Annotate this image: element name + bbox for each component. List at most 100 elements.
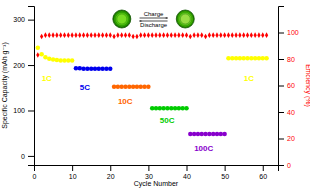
tick-mark xyxy=(278,139,284,140)
sphere xyxy=(176,10,194,28)
point xyxy=(231,32,234,38)
tick-label: 20 xyxy=(107,173,115,180)
series xyxy=(150,106,189,111)
point xyxy=(212,32,215,38)
tick: 30 xyxy=(145,165,153,180)
annotation: 1C xyxy=(42,74,52,83)
point xyxy=(90,32,93,38)
point xyxy=(146,85,151,90)
point xyxy=(59,32,62,38)
point xyxy=(36,52,39,58)
point xyxy=(222,132,227,137)
point xyxy=(234,32,237,38)
tick-label: 100 xyxy=(287,29,299,36)
point xyxy=(124,32,127,38)
point xyxy=(185,32,188,38)
point xyxy=(77,66,82,71)
point xyxy=(242,32,245,38)
tick-mark xyxy=(187,165,188,171)
tick-mark xyxy=(278,112,284,113)
point xyxy=(238,32,241,38)
tick-label: 0 xyxy=(287,162,291,169)
point xyxy=(250,32,253,38)
point xyxy=(120,32,123,38)
point xyxy=(51,57,56,62)
tick: 0 xyxy=(33,165,37,180)
point xyxy=(67,32,70,38)
tick: 0 xyxy=(21,153,34,160)
sphere xyxy=(114,11,130,27)
x-axis-line xyxy=(35,166,279,172)
series xyxy=(36,46,75,63)
arrow xyxy=(140,18,168,19)
tick-mark xyxy=(28,20,34,21)
point xyxy=(112,34,115,40)
series xyxy=(188,132,227,137)
tick-mark xyxy=(278,59,284,60)
tick-label: 30 xyxy=(145,173,153,180)
marks xyxy=(36,32,269,136)
tick-label: 0 xyxy=(33,173,37,180)
point xyxy=(246,32,249,38)
point xyxy=(196,32,199,38)
point xyxy=(139,32,142,38)
point xyxy=(55,58,60,63)
point xyxy=(128,32,131,38)
tick: 80 xyxy=(278,56,295,63)
point xyxy=(101,32,104,38)
annotation: Discharge xyxy=(140,22,168,28)
tick-mark xyxy=(72,165,73,171)
tick-label: 50 xyxy=(221,173,229,180)
point xyxy=(264,56,269,61)
point xyxy=(40,34,43,40)
tick-label: 10 xyxy=(69,173,77,180)
point xyxy=(78,32,81,38)
tick-label: 100 xyxy=(13,107,25,114)
annotation: 100C xyxy=(194,144,213,153)
point xyxy=(147,32,150,38)
point xyxy=(51,32,54,38)
point xyxy=(74,32,77,38)
y-axis: 0100200300 xyxy=(13,7,34,166)
sphere xyxy=(179,13,192,26)
point xyxy=(254,32,257,38)
point xyxy=(166,32,169,38)
point xyxy=(173,32,176,38)
y2-axis: 0 20 40 60 80 100 xyxy=(278,7,299,169)
sphere xyxy=(113,10,131,28)
tick: 50 xyxy=(221,165,229,180)
series xyxy=(226,56,269,61)
point xyxy=(109,32,112,38)
point xyxy=(55,32,58,38)
plot: 010203040506001002003000204060801001C5C1… xyxy=(13,7,298,180)
tick: 60 xyxy=(278,82,295,89)
annotation: 50C xyxy=(160,116,175,125)
point xyxy=(154,32,157,38)
point xyxy=(48,32,51,38)
point xyxy=(70,58,75,63)
point xyxy=(257,32,260,38)
point xyxy=(82,32,85,38)
tick: 40 xyxy=(278,109,295,116)
tick-label: 40 xyxy=(183,173,191,180)
tick: 20 xyxy=(107,165,115,180)
tick: 100 xyxy=(13,107,34,114)
y-axis-line xyxy=(28,7,35,166)
y2-axis-title: Efficiency (%) xyxy=(304,64,310,107)
tick-label: 40 xyxy=(287,109,295,116)
point xyxy=(158,32,161,38)
y-axis-title: Specific Capacity (mAh g⁻¹) xyxy=(1,42,9,129)
tick-label: 20 xyxy=(287,135,295,142)
tick: 40 xyxy=(183,165,191,180)
point xyxy=(71,32,74,38)
point xyxy=(265,32,268,38)
point xyxy=(261,32,264,38)
schematic xyxy=(113,10,194,28)
tick-label: 300 xyxy=(13,16,25,23)
annotation: 10C xyxy=(118,97,133,106)
point xyxy=(208,32,211,38)
chart: 010203040506001002003000204060801001C5C1… xyxy=(0,0,310,189)
point xyxy=(105,32,108,38)
tick-mark xyxy=(263,165,264,171)
tick-mark xyxy=(28,110,34,111)
